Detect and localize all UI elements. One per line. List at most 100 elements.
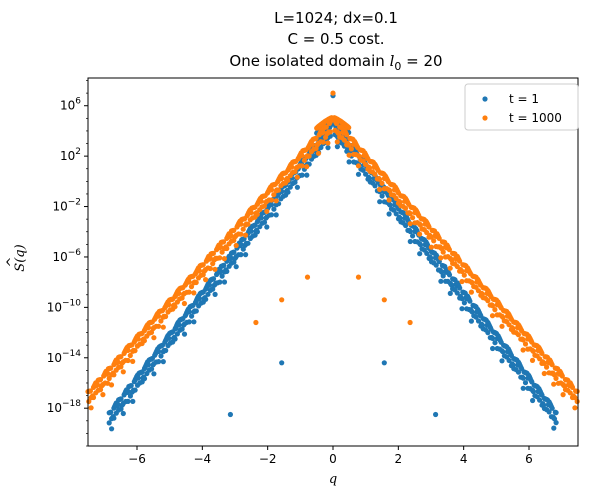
point-t1000: [346, 152, 352, 158]
point-t1000: [574, 388, 580, 394]
point-t1000: [200, 262, 206, 268]
point-t1000: [132, 348, 138, 354]
point-t1000: [279, 297, 285, 303]
point-t1000: [529, 357, 536, 363]
point-t1: [440, 273, 446, 279]
point-t1: [227, 411, 233, 418]
point-t1000: [203, 277, 209, 283]
point-t1000: [446, 247, 452, 253]
point-t1000: [520, 347, 526, 353]
point-t1: [546, 409, 552, 415]
point-t1000: [304, 164, 310, 170]
point-t1000: [522, 341, 529, 347]
title-line-2: C = 0.5 cost.: [287, 30, 384, 48]
point-t1: [553, 420, 559, 426]
point-t1: [205, 291, 211, 297]
point-t1: [130, 398, 136, 404]
point-t1000: [127, 352, 133, 359]
point-t1000: [130, 358, 136, 364]
point-t1: [156, 348, 162, 355]
point-t1: [379, 193, 385, 199]
point-t1000: [299, 163, 305, 169]
point-t1000: [344, 132, 350, 138]
point-t1: [132, 387, 138, 393]
point-t1: [149, 366, 155, 372]
x-axis: −6 −4 −2 0 2 4 6: [128, 446, 533, 466]
point-t1: [268, 212, 275, 218]
point-t1: [166, 335, 172, 341]
point-t1000: [489, 313, 496, 319]
point-t1000: [233, 242, 239, 249]
point-t1: [176, 322, 182, 328]
point-t1000: [499, 323, 505, 329]
point-t1000: [125, 357, 131, 364]
point-t1: [160, 359, 166, 365]
title-line-3: One isolated domain l0 = 20: [229, 52, 442, 73]
point-t1000: [541, 370, 547, 377]
point-t1000: [346, 142, 352, 148]
point-t1000: [407, 211, 413, 217]
point-t1000: [306, 153, 312, 159]
point-t1: [461, 300, 467, 306]
point-t1: [141, 376, 148, 382]
point-t1000: [436, 235, 442, 241]
point-t1: [271, 206, 277, 212]
point-t1: [520, 375, 526, 381]
point-t1000: [166, 302, 172, 308]
point-t1000: [485, 298, 491, 304]
x-tick-label: −4: [193, 452, 211, 466]
point-t1000: [355, 274, 362, 280]
point-t1: [179, 326, 185, 332]
point-t1000: [459, 278, 465, 285]
point-t1: [447, 290, 453, 296]
point-t1: [475, 318, 482, 324]
point-t1000: [228, 232, 234, 239]
point-t1000: [520, 337, 526, 343]
point-t1: [158, 353, 164, 359]
point-t1: [363, 171, 369, 177]
point-t1000: [108, 365, 114, 371]
point-t1: [506, 357, 512, 364]
point-t1: [108, 409, 114, 415]
point-t1: [172, 336, 178, 342]
point-t1: [273, 212, 279, 218]
point-t1000: [569, 384, 576, 390]
point-t1: [407, 238, 413, 245]
point-t1000: [271, 192, 277, 198]
title-math-subscript: 0: [394, 60, 401, 73]
point-t1: [127, 393, 133, 399]
point-t1000: [238, 231, 244, 237]
point-t1: [407, 228, 413, 235]
point-t1: [417, 251, 423, 257]
point-t1000: [285, 177, 291, 183]
point-t1000: [402, 205, 409, 211]
point-t1000: [88, 405, 94, 411]
y-tick-label: 106: [60, 97, 81, 113]
point-t1: [537, 397, 543, 403]
point-t1000: [438, 255, 444, 261]
point-t1000: [108, 382, 115, 388]
point-t1: [355, 171, 362, 177]
point-t1: [473, 314, 479, 320]
svg-text:S(q): S(q): [13, 244, 28, 271]
point-t1: [520, 385, 526, 391]
point-t1000: [212, 266, 218, 272]
point-t1000: [428, 244, 434, 250]
point-t1000: [559, 373, 565, 379]
point-t1: [125, 388, 131, 394]
point-t1: [224, 268, 230, 274]
point-t1: [156, 359, 162, 365]
point-t1000: [160, 324, 166, 330]
x-tick-label: −6: [128, 452, 146, 466]
point-t1: [299, 172, 305, 178]
point-t1000: [334, 139, 340, 145]
point-t1: [372, 183, 378, 189]
y-tick-label: 10−2: [52, 198, 81, 214]
point-t1000: [315, 150, 322, 156]
legend-box: [464, 83, 579, 131]
point-t1: [515, 369, 522, 375]
point-t1000: [428, 234, 434, 240]
point-t1000: [254, 211, 260, 217]
point-t1: [217, 279, 223, 285]
point-t1000: [417, 231, 423, 237]
